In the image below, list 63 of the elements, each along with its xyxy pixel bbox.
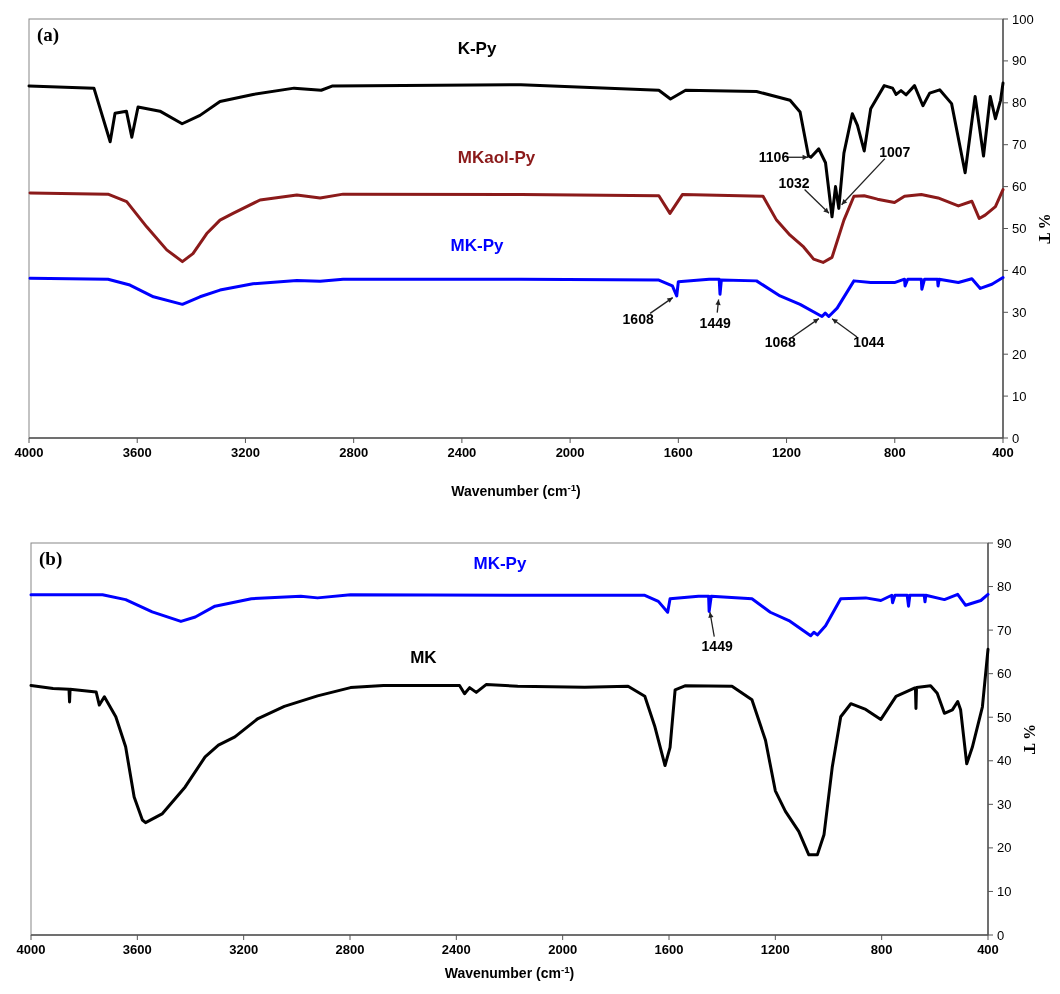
x-tick-label: 2000	[548, 942, 578, 957]
y-tick-label: 70	[997, 622, 1012, 638]
annotation: 1449	[701, 638, 733, 655]
x-tick-label: 800	[870, 942, 893, 957]
annotation: 1106	[758, 149, 790, 166]
x-tick-label: 2800	[335, 942, 365, 957]
x-axis-title: Wavenumber (cm$^{-1}$)	[451, 481, 581, 499]
x-tick-label: 3600	[122, 445, 152, 460]
x-tick-label: 2800	[339, 445, 369, 460]
y-tick-label: 80	[997, 579, 1012, 595]
y-tick-label: 20	[997, 840, 1012, 856]
y-tick-label: 70	[1012, 137, 1027, 153]
series-label: MK-Py	[473, 553, 527, 573]
y-tick-label: 60	[997, 666, 1012, 682]
series-label: MKaol-Py	[457, 148, 536, 168]
annotation: 1608	[622, 310, 654, 327]
chart-title: (a)	[37, 24, 60, 46]
x-tick-label: 800	[883, 445, 906, 460]
annotation: 1068	[764, 334, 797, 351]
y-tick-label: 90	[997, 535, 1012, 551]
y-tick-label: 0	[997, 927, 1005, 943]
y-tick-label: 100	[1012, 11, 1034, 27]
annotation: 1044	[853, 334, 885, 351]
y-tick-label: 30	[1012, 304, 1027, 320]
x-tick-label: 4000	[16, 942, 46, 957]
x-tick-label: 2400	[441, 942, 471, 957]
series-label: MK-Py	[450, 236, 505, 256]
x-tick-label: 1600	[663, 445, 693, 460]
series-label: MK	[410, 647, 438, 667]
x-tick-label: 3600	[122, 942, 152, 957]
y-axis-title: % T	[1021, 723, 1038, 755]
y-tick-label: 50	[1012, 221, 1027, 236]
y-tick-label: 50	[997, 709, 1012, 725]
y-tick-label: 60	[1012, 179, 1027, 195]
y-tick-label: 30	[997, 796, 1012, 812]
x-tick-label: 2400	[447, 445, 477, 460]
x-tick-label: 1200	[772, 445, 802, 460]
x-tick-label: 4000	[14, 445, 44, 460]
line-series	[29, 592, 990, 638]
x-axis-title: Wavenumber (cm$^{-1}$)	[444, 963, 575, 981]
chart-title: (b)	[39, 548, 63, 570]
x-tick-label: 1200	[760, 942, 790, 957]
annotation: 1007	[879, 143, 911, 160]
y-tick-label: 40	[1012, 262, 1027, 278]
y-axis-title: % T	[1036, 213, 1053, 245]
y-tick-label: 10	[997, 883, 1012, 899]
x-tick-label: 3200	[229, 942, 259, 957]
y-tick-label: 0	[1012, 430, 1020, 446]
x-tick-label: 400	[977, 942, 999, 957]
y-tick-label: 20	[1012, 346, 1027, 362]
y-tick-label: 40	[997, 753, 1012, 769]
x-tick-label: 1600	[654, 942, 684, 957]
y-tick-label: 10	[1012, 388, 1027, 404]
x-tick-label: 400	[992, 445, 1014, 460]
annotation: 1032	[778, 174, 810, 191]
annotation: 1449	[699, 314, 731, 331]
x-tick-label: 3200	[230, 445, 260, 460]
y-tick-label: 80	[1012, 95, 1027, 111]
x-tick-label: 2000	[555, 445, 585, 460]
line-series	[27, 81, 1005, 219]
series-label: K-Py	[457, 39, 497, 59]
line-series	[28, 188, 1005, 264]
y-tick-label: 90	[1012, 53, 1027, 69]
